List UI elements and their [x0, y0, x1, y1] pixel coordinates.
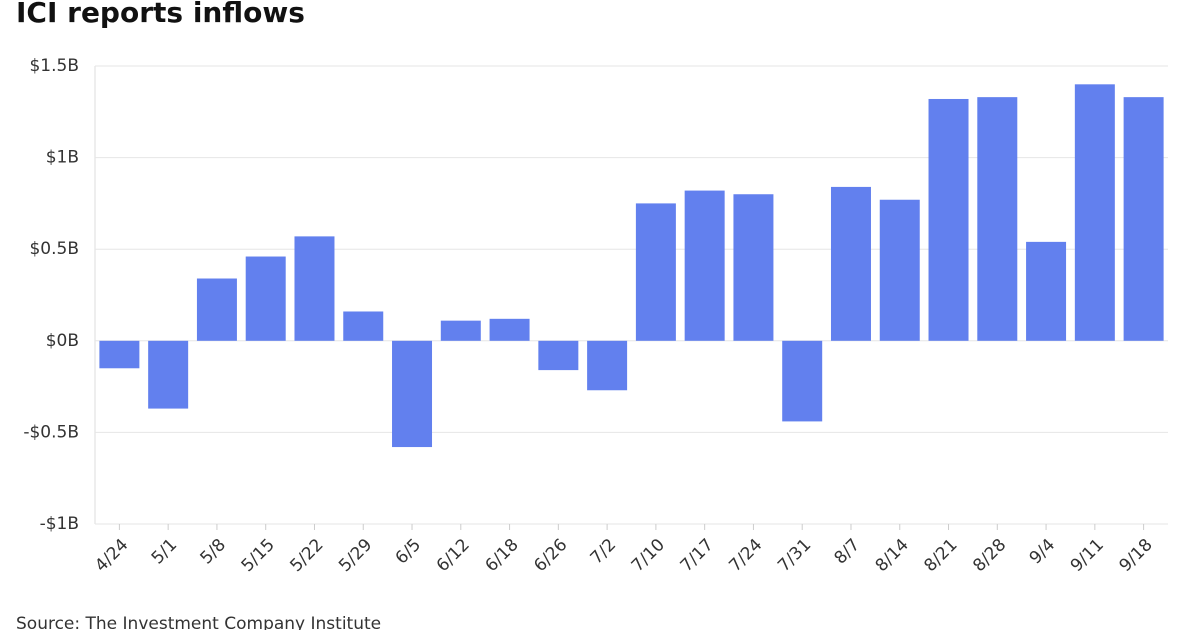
- bar: [879, 199, 920, 341]
- bar: [489, 318, 530, 341]
- x-tick-label: 5/1: [148, 535, 181, 568]
- x-tick-label: 7/10: [628, 535, 669, 576]
- y-tick-label: -$1B: [40, 514, 79, 534]
- bar: [684, 190, 725, 341]
- x-tick-label: 8/7: [831, 535, 864, 568]
- y-tick-label: $1B: [46, 148, 79, 168]
- bar: [294, 236, 335, 341]
- bar: [782, 340, 823, 422]
- bar: [99, 340, 140, 369]
- y-tick-label: $0.5B: [29, 239, 79, 259]
- bar: [1026, 241, 1067, 341]
- bar: [587, 340, 628, 391]
- x-tick-label: 8/28: [969, 535, 1010, 576]
- source-note: Source: The Investment Company Institute: [16, 614, 381, 630]
- x-tick-label: 7/17: [677, 535, 718, 576]
- x-tick-label: 5/22: [286, 535, 327, 576]
- x-tick-label: 5/15: [238, 535, 279, 576]
- bar: [928, 98, 969, 341]
- x-tick-label: 5/29: [335, 535, 376, 576]
- x-tick-label: 8/14: [872, 535, 913, 576]
- bar: [1074, 84, 1115, 341]
- bar: [830, 186, 871, 341]
- x-tick-label: 8/21: [920, 535, 961, 576]
- bar: [440, 320, 481, 341]
- x-tick-label: 7/24: [725, 535, 766, 576]
- x-tick-label: 6/5: [392, 535, 425, 568]
- x-tick-label: 7/31: [774, 535, 815, 576]
- bar: [245, 256, 286, 341]
- x-tick-label: 9/11: [1067, 535, 1108, 576]
- bar: [392, 340, 433, 448]
- bar: [977, 97, 1018, 341]
- x-tick-label: 4/24: [91, 535, 132, 576]
- y-tick-label: $0B: [46, 331, 79, 351]
- x-tick-label: 6/18: [481, 535, 522, 576]
- x-tick-label: 7/2: [587, 535, 620, 568]
- bar: [538, 340, 579, 371]
- y-tick-label: -$0.5B: [23, 422, 79, 442]
- bar: [343, 311, 384, 341]
- bar: [196, 278, 237, 341]
- bar: [635, 203, 676, 341]
- x-tick-label: 9/18: [1116, 535, 1157, 576]
- bar: [148, 340, 189, 409]
- x-tick-label: 9/4: [1026, 535, 1059, 568]
- bar: [733, 194, 774, 341]
- bar: [1123, 97, 1164, 341]
- x-tick-label: 6/12: [433, 535, 474, 576]
- chart-title: ICI reports inflows: [16, 0, 305, 29]
- x-tick-label: 5/8: [197, 535, 230, 568]
- y-tick-label: $1.5B: [29, 56, 79, 76]
- x-tick-label: 6/26: [530, 535, 571, 576]
